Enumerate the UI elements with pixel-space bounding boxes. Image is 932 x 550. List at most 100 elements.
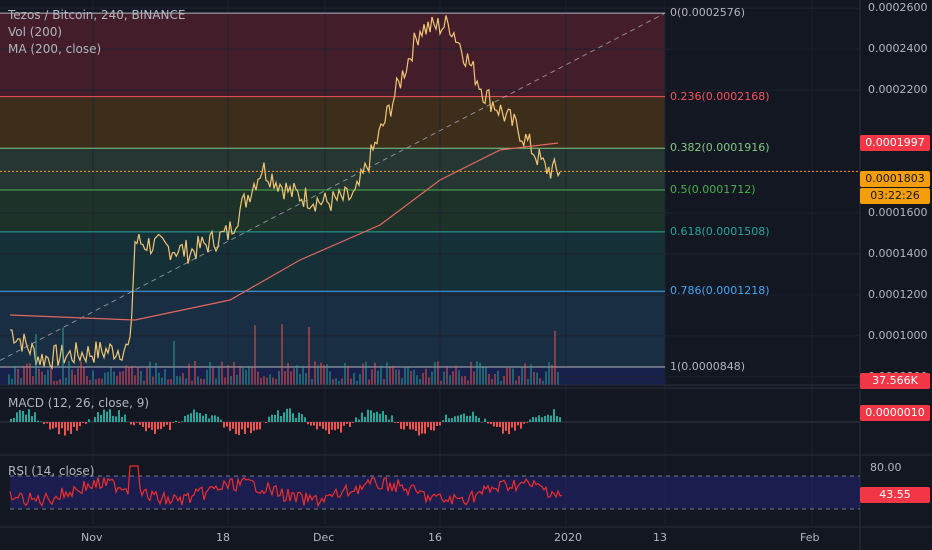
macd-bar xyxy=(541,417,543,422)
macd-bar xyxy=(112,415,114,422)
macd-bar xyxy=(460,414,462,422)
macd-bar xyxy=(202,415,204,422)
volume-bar xyxy=(320,362,322,385)
macd-bar xyxy=(178,422,180,423)
macd-bar xyxy=(397,422,399,423)
macd-bar xyxy=(496,422,498,428)
volume-bar xyxy=(530,364,532,385)
macd-bar xyxy=(226,422,228,427)
macd-bar xyxy=(379,413,381,422)
volume-bar xyxy=(29,363,31,385)
macd-bar xyxy=(463,413,465,422)
macd-bar xyxy=(508,422,510,435)
macd-bar xyxy=(499,422,501,428)
volume-bar xyxy=(371,369,373,385)
volume-bar xyxy=(62,327,64,385)
macd-bar xyxy=(154,422,156,434)
macd-bar xyxy=(370,410,372,422)
macd-bar xyxy=(121,416,123,422)
volume-bar xyxy=(485,367,487,385)
fib-label: 0.5(0.0001712) xyxy=(670,183,756,197)
macd-bar xyxy=(346,422,348,424)
volume-bar xyxy=(107,371,109,385)
macd-bar xyxy=(133,422,135,426)
macd-bar xyxy=(358,419,360,422)
volume-bar xyxy=(431,371,433,385)
time-tick: Nov xyxy=(81,531,103,544)
macd-bar xyxy=(67,422,69,431)
macd-bar xyxy=(118,410,120,422)
macd-bar xyxy=(406,422,408,427)
volume-bar xyxy=(47,369,49,385)
macd-bar xyxy=(34,412,36,422)
macd-bar xyxy=(316,422,318,430)
macd-bar xyxy=(25,414,27,422)
macd-bar xyxy=(502,422,504,434)
macd-bar xyxy=(148,422,150,429)
macd-bar xyxy=(340,422,342,433)
volume-bar xyxy=(188,363,190,385)
macd-bar xyxy=(433,422,435,431)
volume-bar xyxy=(362,363,364,385)
macd-bar xyxy=(526,422,528,423)
volume-bar xyxy=(149,361,151,385)
macd-bar xyxy=(196,412,198,422)
volume-bar xyxy=(53,380,55,385)
macd-bar xyxy=(298,412,300,422)
macd-bar xyxy=(283,412,285,422)
macd-bar xyxy=(538,415,540,422)
price-tick: 0.0001200 xyxy=(868,287,928,301)
fib-zone xyxy=(0,291,665,367)
volume-bar xyxy=(392,365,394,385)
volume-bar xyxy=(140,371,142,385)
macd-bar xyxy=(349,422,351,427)
macd-bar xyxy=(184,415,186,422)
price-tick: 0.0002600 xyxy=(868,1,928,15)
macd-bar xyxy=(385,415,387,422)
ma-legend[interactable]: MA (200, close) xyxy=(8,42,102,56)
macd-bar xyxy=(322,422,324,429)
macd-bar xyxy=(55,422,57,428)
volume-bar xyxy=(356,380,358,385)
macd-bar xyxy=(337,422,339,429)
macd-bar xyxy=(247,422,249,428)
volume-bar xyxy=(524,363,526,385)
volume-bar xyxy=(191,380,193,385)
volume-bar xyxy=(182,373,184,385)
volume-bar xyxy=(101,378,103,385)
fib-label: 0.382(0.0001916) xyxy=(670,141,770,155)
volume-bar xyxy=(377,370,379,385)
rsi-series xyxy=(9,465,563,508)
macd-bar xyxy=(547,414,549,422)
macd-bar xyxy=(175,420,177,422)
macd-bar xyxy=(448,418,450,422)
macd-bar xyxy=(70,422,72,434)
rsi-value-tag: 43.55 xyxy=(860,487,930,503)
macd-bar xyxy=(259,422,261,430)
volume-bar xyxy=(197,376,199,385)
last-price-tag: 0.0001803 xyxy=(860,171,930,187)
volume-legend[interactable]: Vol (200) xyxy=(8,25,63,39)
volume-bar xyxy=(260,378,262,385)
volume-bar xyxy=(11,378,13,385)
volume-bar xyxy=(242,366,244,385)
macd-bar xyxy=(478,417,480,422)
macd-bar xyxy=(145,422,147,432)
volume-bar xyxy=(164,369,166,385)
macd-bar xyxy=(439,422,441,426)
volume-bar xyxy=(131,365,133,385)
fib-label: 0.236(0.0002168) xyxy=(670,89,770,103)
macd-bar xyxy=(424,422,426,434)
volume-bar xyxy=(434,362,436,385)
volume-bar xyxy=(23,365,25,385)
macd-bar xyxy=(523,422,525,424)
rsi-legend[interactable]: RSI (14, close) xyxy=(8,464,95,478)
macd-bar xyxy=(466,415,468,422)
trend-line xyxy=(0,12,666,361)
volume-bar xyxy=(209,362,211,385)
volume-bar xyxy=(44,374,46,385)
price-tick: 0.0002400 xyxy=(868,42,928,56)
macd-legend[interactable]: MACD (12, 26, close, 9) xyxy=(8,396,150,410)
volume-bar xyxy=(134,375,136,385)
macd-bar xyxy=(124,414,126,422)
